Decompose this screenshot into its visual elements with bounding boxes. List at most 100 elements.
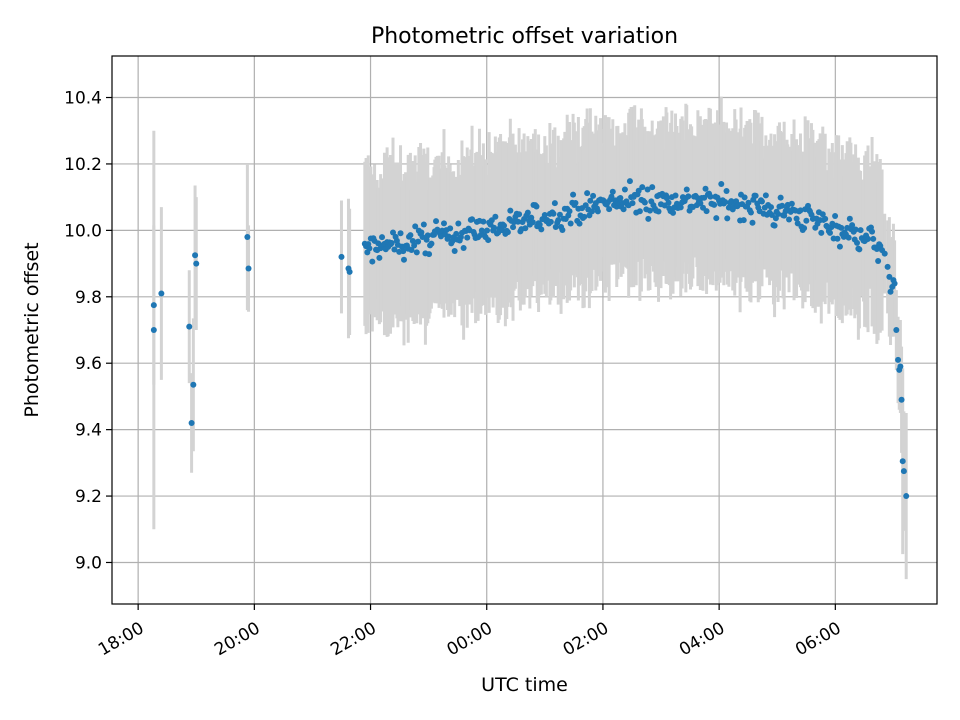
y-tick-label: 10.2 [64,155,102,175]
data-point [190,381,197,388]
data-point [453,230,460,237]
data-point [245,265,252,272]
data-point [590,192,597,199]
data-point [707,193,714,200]
data-point [424,232,431,239]
data-point [193,260,200,267]
data-point [547,218,554,225]
data-point [346,268,353,275]
data-point [620,206,627,213]
y-tick-label: 10.0 [64,221,102,241]
data-point [797,207,804,214]
data-point [484,227,491,234]
data-point [533,203,540,210]
data-point [433,218,440,225]
data-point [400,248,407,255]
data-point [644,186,651,193]
data-point [898,396,905,403]
data-point [407,232,414,239]
data-point [186,323,193,330]
data-point [702,185,709,192]
y-tick-label: 9.6 [75,354,102,374]
data-point [445,233,452,240]
data-point [672,192,679,199]
data-point [779,202,786,209]
data-point [529,219,536,226]
data-point [856,246,863,253]
data-point [566,208,573,215]
data-point [884,263,891,270]
data-point [411,242,418,249]
data-point [390,229,397,236]
data-point [491,224,498,231]
data-point [897,363,904,370]
data-point [685,193,692,200]
y-axis-title: Photometric offset [21,242,43,417]
data-point [881,250,888,257]
data-point [587,197,594,204]
data-point [515,218,522,225]
data-point [510,224,517,231]
data-point [617,195,624,202]
data-point [741,194,748,201]
data-point [718,181,725,188]
data-point [857,227,864,234]
data-point [522,225,529,232]
data-point [793,215,800,222]
data-point [188,419,195,426]
data-point [150,327,157,333]
data-point [418,229,425,236]
data-point [645,215,652,222]
data-point [192,252,199,259]
data-point [834,235,841,242]
y-axis: 9.0 9.2 9.4 9.6 9.8 10.0 10.2 10.4 [64,89,112,573]
data-point [895,356,902,363]
data-point [639,184,646,191]
data-point [455,220,462,227]
data-point [538,226,545,233]
data-point [460,244,467,251]
data-point [665,199,672,206]
data-point [375,240,382,247]
data-point [524,209,531,216]
data-point [426,251,433,258]
y-tick-label: 9.2 [75,487,102,507]
data-point [555,217,562,224]
data-point [724,215,731,222]
data-point [626,178,633,185]
data-point [683,186,690,193]
data-point [818,229,825,236]
data-point [768,204,775,211]
y-tick-label: 9.0 [75,553,102,573]
data-point [864,235,871,242]
data-point [150,302,157,309]
data-point [451,247,458,254]
data-point [413,249,420,256]
data-point [492,213,499,220]
data-point [606,206,613,213]
data-point [900,468,907,475]
data-point [670,209,677,216]
data-point [762,192,769,199]
data-point [608,193,615,200]
data-point [501,222,508,229]
data-point [504,229,511,236]
data-point [822,215,829,222]
data-point [415,238,422,245]
data-point [852,226,859,233]
data-point [836,243,843,250]
data-point [440,220,447,227]
data-point [849,222,856,229]
data-point [703,208,710,215]
data-point [376,254,383,261]
data-point [697,200,704,207]
data-point [629,200,636,207]
y-tick-label: 9.4 [75,421,102,441]
data-point [758,198,765,205]
data-point [747,209,754,216]
data-point [723,187,730,194]
data-point [752,192,759,199]
data-point [775,210,782,217]
data-point [388,239,395,246]
data-point [447,225,454,232]
